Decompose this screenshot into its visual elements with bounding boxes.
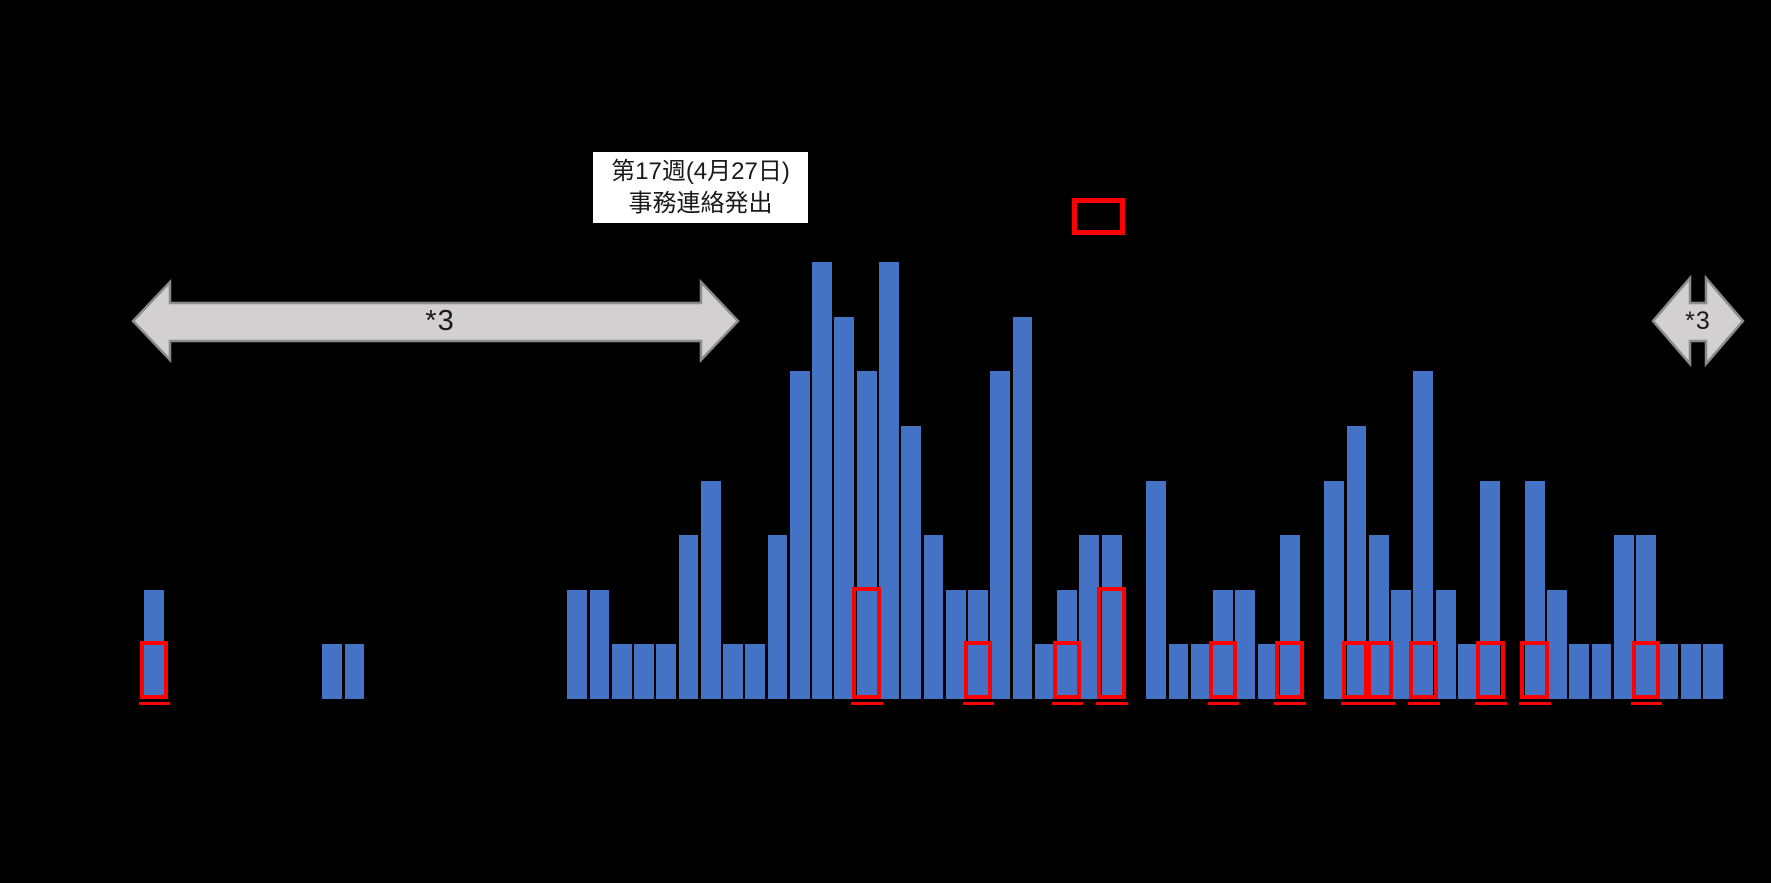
- double-arrow-left-shape: [131, 278, 740, 364]
- bar-week-59: [1458, 644, 1478, 699]
- bar-week-33: [879, 262, 899, 699]
- highlight-underline-week-41: [1051, 702, 1084, 705]
- bar-week-58: [1435, 589, 1456, 699]
- bar-week-42: [1079, 535, 1100, 699]
- highlight-outline-week-60: [1475, 641, 1505, 699]
- bar-week-39: [1012, 316, 1033, 699]
- bar-week-32: [856, 371, 877, 699]
- bar-week-19: [567, 589, 588, 699]
- bar-week-53: [1324, 480, 1345, 699]
- double-arrow-right-shape: [1651, 274, 1745, 368]
- range-arrow-left-label: *3: [425, 305, 455, 337]
- highlight-outline-week-51: [1275, 641, 1305, 699]
- bar-week-51: [1279, 535, 1300, 699]
- bar-week-25: [700, 480, 721, 699]
- highlight-underline-week-60: [1474, 702, 1507, 705]
- highlight-underline-week-51: [1274, 702, 1307, 705]
- bar-week-47: [1190, 644, 1211, 699]
- annotation-line-2: 事務連絡発出: [628, 189, 773, 217]
- highlight-underline-week-48: [1207, 702, 1240, 705]
- highlight-underline-week-0: [138, 702, 171, 705]
- highlight-outline-week-0: [139, 641, 169, 699]
- bar-week-29: [789, 371, 810, 699]
- highlight-outline-week-32: [852, 586, 882, 699]
- highlight-outline-week-55: [1364, 641, 1394, 699]
- bar-week-30: [812, 262, 832, 699]
- bar-week-26: [723, 644, 743, 699]
- highlight-underline-week-55: [1363, 702, 1396, 705]
- bar-week-21: [611, 644, 632, 699]
- highlight-underline-week-37: [962, 702, 995, 705]
- bar-week-55: [1368, 535, 1389, 699]
- bar-week-67: [1636, 535, 1656, 699]
- bar-week-45: [1146, 480, 1167, 699]
- bar-week-27: [745, 644, 766, 699]
- bar-week-9: [344, 644, 365, 699]
- bar-week-38: [990, 371, 1011, 699]
- highlight-outline-week-62: [1520, 641, 1550, 699]
- bar-week-57: [1413, 371, 1434, 699]
- bar-week-36: [945, 589, 966, 699]
- bar-week-49: [1235, 589, 1256, 699]
- bar-week-40: [1034, 644, 1055, 699]
- bar-week-65: [1591, 644, 1612, 699]
- bar-week-8: [322, 644, 343, 699]
- highlight-underline-week-62: [1519, 702, 1552, 705]
- highlight-outline-week-43: [1097, 586, 1126, 699]
- highlight-underline-week-43: [1096, 702, 1128, 705]
- legend-marker-red-outline: [1072, 198, 1125, 235]
- highlight-underline-week-54: [1341, 702, 1373, 705]
- highlight-outline-week-57: [1408, 641, 1438, 699]
- bar-week-54: [1346, 426, 1367, 699]
- highlight-outline-week-37: [963, 641, 993, 699]
- bar-week-68: [1658, 644, 1679, 699]
- highlight-outline-week-41: [1052, 641, 1082, 699]
- bar-week-64: [1569, 644, 1590, 699]
- bar-week-50: [1257, 644, 1278, 699]
- bar-week-43: [1101, 535, 1122, 699]
- highlight-underline-week-67: [1630, 702, 1663, 705]
- bar-week-46: [1168, 644, 1189, 699]
- bar-week-24: [678, 535, 699, 699]
- bar-week-63: [1547, 589, 1567, 699]
- bar-week-35: [923, 535, 944, 699]
- bar-week-34: [901, 426, 922, 699]
- bar-week-70: [1703, 644, 1723, 699]
- bar-week-23: [656, 644, 677, 699]
- annotation-line-1: 第17週(4月27日): [611, 157, 790, 185]
- bar-week-56: [1391, 589, 1412, 699]
- annotation-box: 第17週(4月27日) 事務連絡発出: [593, 152, 808, 223]
- highlight-underline-week-57: [1407, 702, 1440, 705]
- bar-week-28: [767, 535, 788, 699]
- bar-week-20: [589, 589, 610, 699]
- highlight-outline-week-67: [1631, 641, 1661, 699]
- highlight-underline-week-32: [851, 702, 884, 705]
- bar-week-69: [1680, 644, 1701, 699]
- highlight-outline-week-54: [1342, 641, 1371, 699]
- highlight-outline-week-48: [1208, 641, 1238, 699]
- bar-week-31: [834, 316, 855, 699]
- bar-week-22: [634, 644, 654, 699]
- range-arrow-right-label: *3: [1685, 307, 1711, 335]
- bar-week-66: [1613, 535, 1634, 699]
